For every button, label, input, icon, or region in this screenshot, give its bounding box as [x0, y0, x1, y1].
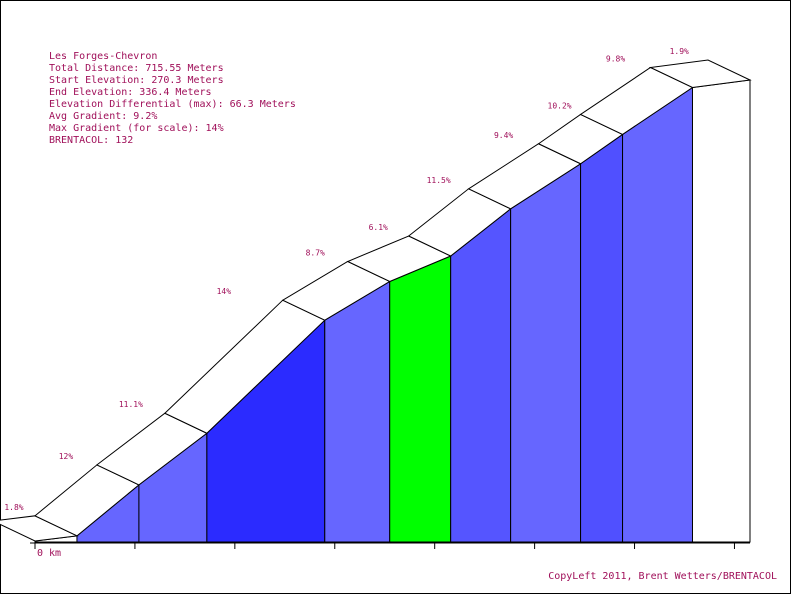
route-name: Les Forges-Chevron: [49, 51, 158, 62]
total-distance: Total Distance: 715.55 Meters: [49, 63, 224, 74]
end-elevation: End Elevation: 336.4 Meters: [49, 87, 212, 98]
segment-fill: [324, 280, 391, 543]
segment-fill: [450, 207, 512, 543]
gradient-label: 12%: [59, 452, 74, 461]
max-gradient: Max Gradient (for scale): 14%: [49, 123, 224, 134]
gradient-label: 8.7%: [306, 248, 325, 257]
segment-fill: [622, 86, 693, 543]
copyleft-notice: CopyLeft 2011, Brent Wetters/BRENTACOL: [548, 571, 777, 582]
road-bands: [0, 59, 752, 542]
road-band: [648, 59, 752, 88]
gradient-label: 1.9%: [670, 47, 689, 56]
gradient-label: 6.1%: [369, 223, 388, 232]
segment-fill: [389, 255, 452, 543]
elevation-differential: Elevation Differential (max): 66.3 Meter…: [49, 99, 296, 110]
segment-fill: [691, 79, 751, 543]
gradient-label: 9.8%: [606, 54, 625, 63]
avg-gradient: Avg Gradient: 9.2%: [49, 111, 158, 122]
brentacol-score: BRENTACOL: 132: [49, 135, 134, 146]
gradient-label: 14%: [217, 287, 232, 296]
segment-fill: [510, 162, 582, 543]
route-info: Les Forges-Chevron Total Distance: 715.55…: [49, 51, 296, 147]
start-elevation: Start Elevation: 270.3 Meters: [49, 75, 224, 86]
gradient-label: 9.4%: [494, 131, 513, 140]
gradient-label: 1.8%: [4, 503, 23, 512]
segment-fills: [34, 79, 751, 543]
gradient-label: 11.1%: [119, 400, 143, 409]
segment-fill: [580, 133, 624, 543]
x-axis: 0 km: [30, 542, 750, 559]
gradient-label: 11.5%: [427, 176, 451, 185]
segment-labels: 1.8% 12% 11.1% 14% 8.7% 6.1% 11.5% 9.4% 10.2% 9.8…: [4, 47, 689, 512]
gradient-label: 10.2%: [548, 101, 572, 110]
x-tick-label: 0 km: [37, 548, 61, 559]
